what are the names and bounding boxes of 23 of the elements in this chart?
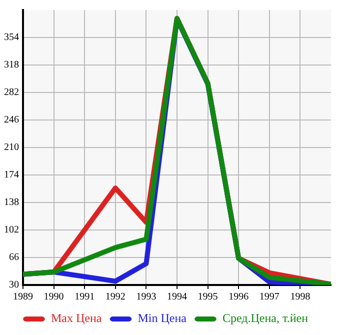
legend-label: Min Цена [138, 311, 188, 326]
y-tick-label: 354 [4, 32, 19, 44]
y-tick-label: 102 [4, 224, 19, 236]
x-tick-label: 1998 [290, 292, 310, 303]
y-tick-label: 282 [4, 87, 19, 98]
legend-label: Max Цена [50, 311, 102, 326]
x-tick-label: 1990 [44, 292, 64, 303]
x-tick-label: 1995 [198, 292, 218, 303]
y-tick-label: 246 [4, 114, 19, 126]
x-tick-label: 1993 [136, 292, 156, 303]
y-tick-label: 66 [9, 252, 19, 264]
y-tick-label: 318 [4, 60, 19, 71]
x-tick-label: 1989 [13, 292, 33, 303]
x-tick-label: 1996 [228, 292, 249, 303]
y-tick-label: 210 [4, 142, 19, 154]
x-tick-label: 1994 [167, 292, 187, 303]
y-tick-label: 30 [9, 280, 19, 291]
x-tick-label: 1992 [105, 292, 126, 303]
y-tick-label: 174 [4, 170, 19, 181]
x-tick-label: 1991 [74, 292, 95, 303]
y-tick-label: 138 [4, 197, 19, 208]
legend-label: Сред.Цена, т.йен [222, 311, 309, 326]
x-tick-label: 1997 [259, 292, 280, 303]
